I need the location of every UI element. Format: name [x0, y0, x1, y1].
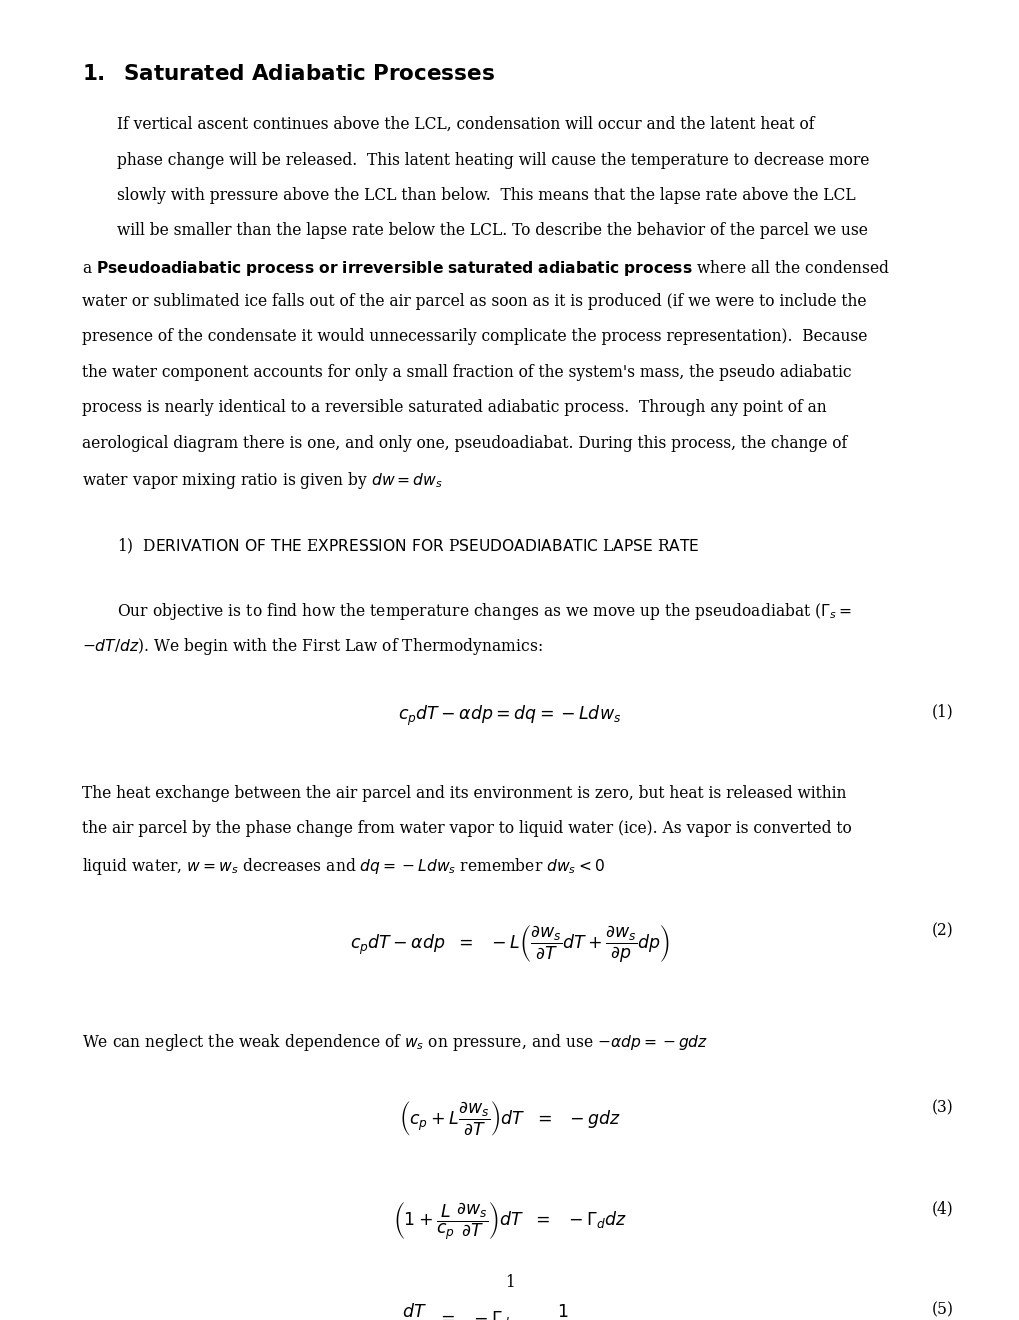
Text: (5): (5) — [930, 1302, 953, 1319]
Text: presence of the condensate it would unnecessarily complicate the process represe: presence of the condensate it would unne… — [82, 329, 866, 346]
Text: phase change will be released.  This latent heating will cause the temperature t: phase change will be released. This late… — [117, 152, 869, 169]
Text: The heat exchange between the air parcel and its environment is zero, but heat i: The heat exchange between the air parcel… — [82, 785, 845, 801]
Text: If vertical ascent continues above the LCL, condensation will occur and the late: If vertical ascent continues above the L… — [117, 116, 814, 133]
Text: water or sublimated ice falls out of the air parcel as soon as it is produced (i: water or sublimated ice falls out of the… — [82, 293, 865, 310]
Text: the water component accounts for only a small fraction of the system's mass, the: the water component accounts for only a … — [82, 364, 850, 380]
Text: $c_p dT - \alpha dp = dq = -Ldw_s$: $c_p dT - \alpha dp = dq = -Ldw_s$ — [398, 704, 621, 727]
Text: water vapor mixing ratio is given by $dw = dw_s$: water vapor mixing ratio is given by $dw… — [82, 470, 442, 491]
Text: $\left(c_p + L\dfrac{\partial w_s}{\partial T}\right)dT \ \ = \ \ -gdz$: $\left(c_p + L\dfrac{\partial w_s}{\part… — [398, 1100, 621, 1138]
Text: 1: 1 — [504, 1274, 515, 1291]
Text: liquid water, $w = w_s$ decreases and $dq = -Ldw_s$ remember $dw_s < 0$: liquid water, $w = w_s$ decreases and $d… — [82, 855, 604, 876]
Text: 1)  D$\mathrm{ERIVATION\ OF\ THE}$ E$\mathrm{XPRESSION\ FOR}$ P$\mathrm{SEUDOADI: 1) D$\mathrm{ERIVATION\ OF\ THE}$ E$\mat… — [117, 537, 699, 557]
Text: $\dfrac{dT}{dz} \ \ = \ \ -\Gamma_d \dfrac{1}{\left(1 + \dfrac{L}{c_p}\dfrac{\pa: $\dfrac{dT}{dz} \ \ = \ \ -\Gamma_d \dfr… — [401, 1302, 618, 1320]
Text: We can neglect the weak dependence of $w_s$ on pressure, and use $-\alpha dp = -: We can neglect the weak dependence of $w… — [82, 1032, 707, 1053]
Text: $-dT/dz$). We begin with the First Law of Thermodynamics:: $-dT/dz$). We begin with the First Law o… — [82, 636, 542, 657]
Text: (2): (2) — [931, 923, 953, 940]
Text: process is nearly identical to a reversible saturated adiabatic process.  Throug: process is nearly identical to a reversi… — [82, 399, 825, 416]
Text: Our objective is to find how the temperature changes as we move up the pseudoadi: Our objective is to find how the tempera… — [117, 601, 851, 622]
Text: $c_p dT - \alpha dp \ \ = \ \ -L\left(\dfrac{\partial w_s}{\partial T}dT + \dfra: $c_p dT - \alpha dp \ \ = \ \ -L\left(\d… — [350, 923, 669, 964]
Text: the air parcel by the phase change from water vapor to liquid water (ice). As va: the air parcel by the phase change from … — [82, 820, 851, 837]
Text: will be smaller than the lapse rate below the LCL. To describe the behavior of t: will be smaller than the lapse rate belo… — [117, 222, 867, 239]
Text: (4): (4) — [931, 1200, 953, 1217]
Text: (1): (1) — [931, 704, 953, 721]
Text: a $\mathbf{Pseudoadiabatic\ process\ or\ irreversible\ saturated\ adiabatic\ pro: a $\mathbf{Pseudoadiabatic\ process\ or\… — [82, 257, 889, 277]
Text: slowly with pressure above the LCL than below.  This means that the lapse rate a: slowly with pressure above the LCL than … — [117, 187, 855, 203]
Text: (3): (3) — [931, 1100, 953, 1117]
Text: $\mathbf{1.\ \ Saturated\ Adiabatic\ Processes}$: $\mathbf{1.\ \ Saturated\ Adiabatic\ Pro… — [82, 63, 494, 86]
Text: $\left(1 + \dfrac{L}{c_p}\dfrac{\partial w_s}{\partial T}\right)dT \ \ = \ \ -\G: $\left(1 + \dfrac{L}{c_p}\dfrac{\partial… — [392, 1200, 627, 1242]
Text: aerological diagram there is one, and only one, pseudoadiabat. During this proce: aerological diagram there is one, and on… — [82, 434, 846, 451]
